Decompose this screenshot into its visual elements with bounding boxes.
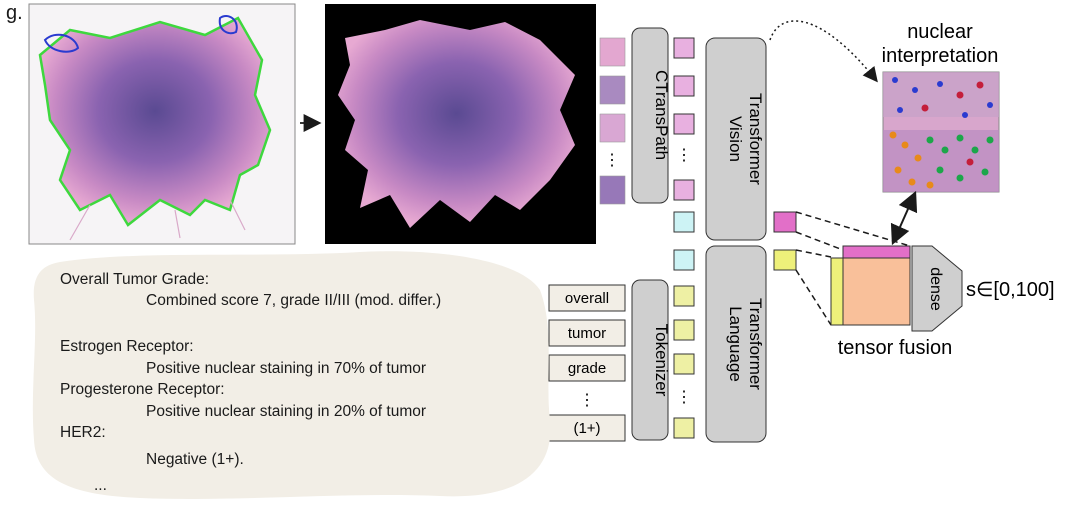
vision-transformer-line1: Vision — [726, 116, 745, 162]
cls-token-text — [673, 249, 695, 271]
language-transformer-line2: Transformer — [746, 298, 765, 390]
report-line: Positive nuclear staining in 70% of tumo… — [146, 360, 427, 377]
cls-token-vision — [673, 211, 695, 233]
text-token — [673, 285, 695, 307]
tissue-outline — [38, 16, 272, 227]
bidirectional-arrow — [890, 190, 918, 246]
svg-text:⋮: ⋮ — [604, 152, 620, 169]
vision-embedding — [773, 211, 797, 233]
vision-transformer-line2: Transformer — [746, 93, 765, 185]
image-patch — [599, 113, 626, 143]
word-token-4: (1+) — [573, 420, 600, 437]
word-token-1: tumor — [568, 325, 606, 342]
vision-token — [673, 179, 695, 201]
annotation-region-right — [218, 14, 238, 35]
image-patch — [599, 37, 626, 67]
vision-tokens: ⋮ — [673, 37, 695, 233]
report-line: Combined score 7, grade II/III (mod. dif… — [146, 292, 442, 309]
word-token-box — [548, 319, 626, 347]
report-line: Overall Tumor Grade: — [60, 271, 210, 288]
word-token-list: overall tumor grade ⋮ (1+) — [548, 284, 626, 442]
text-token — [673, 353, 695, 375]
word-token-box — [548, 354, 626, 382]
fusion-vision-vector — [842, 245, 911, 259]
language-transformer-line1: Language — [726, 306, 745, 382]
report-line: HER2: — [60, 424, 106, 441]
image-patch — [599, 75, 626, 105]
word-token-box — [548, 414, 626, 442]
ctranspath-encoder: CTransPath — [631, 27, 671, 204]
image-patch — [599, 175, 626, 205]
text-token — [673, 417, 695, 439]
text-tokens: ⋮ — [673, 249, 695, 439]
tokenizer-label: Tokenizer — [652, 324, 671, 397]
interpretation-arrow — [769, 20, 878, 83]
nuclear-title-line2: interpretation — [882, 45, 999, 67]
projection-lines — [795, 211, 911, 326]
annotation-region-left — [43, 33, 80, 53]
text-embedding — [773, 249, 797, 271]
nuclear-interpretation-image — [882, 71, 1000, 193]
fusion-text-vector — [830, 257, 844, 326]
dense-head: dense — [911, 245, 963, 332]
report-background — [32, 251, 551, 499]
tensor-fusion-label: tensor fusion — [838, 337, 953, 359]
word-token-3: ⋮ — [579, 392, 595, 409]
panel-label: g. — [6, 2, 23, 24]
nuclear-title-line1: nuclear — [907, 21, 973, 43]
output-score: s∈[0,100] — [966, 279, 1055, 301]
slide-thumbnail — [28, 3, 296, 245]
tiled-tissue-image — [325, 4, 596, 244]
report-line: ... — [94, 477, 107, 494]
report-line: Progesterone Receptor: — [60, 381, 225, 398]
dense-label: dense — [927, 267, 944, 311]
vision-token — [673, 113, 695, 135]
tokenizer: Tokenizer — [631, 279, 671, 441]
svg-text:⋮: ⋮ — [676, 147, 692, 164]
word-token-0: overall — [565, 290, 609, 307]
word-token-box — [548, 284, 626, 312]
word-token-2: grade — [568, 360, 606, 377]
fusion-matrix — [842, 257, 911, 326]
vision-transformer: Vision Transformer — [705, 37, 767, 241]
text-token — [673, 319, 695, 341]
report-line: Estrogen Receptor: — [60, 338, 194, 355]
language-transformer: Language Transformer — [705, 245, 767, 443]
image-patches: ⋮ — [599, 37, 626, 205]
vision-token — [673, 75, 695, 97]
ctranspath-label: CTransPath — [652, 70, 671, 160]
report-line: Positive nuclear staining in 20% of tumo… — [146, 403, 427, 420]
tensor-fusion: tensor fusion — [830, 245, 953, 359]
svg-text:⋮: ⋮ — [676, 389, 692, 406]
report-line: Negative (1+). — [146, 451, 244, 468]
pathology-report: Overall Tumor Grade: Combined score 7, g… — [30, 250, 550, 502]
vision-token — [673, 37, 695, 59]
